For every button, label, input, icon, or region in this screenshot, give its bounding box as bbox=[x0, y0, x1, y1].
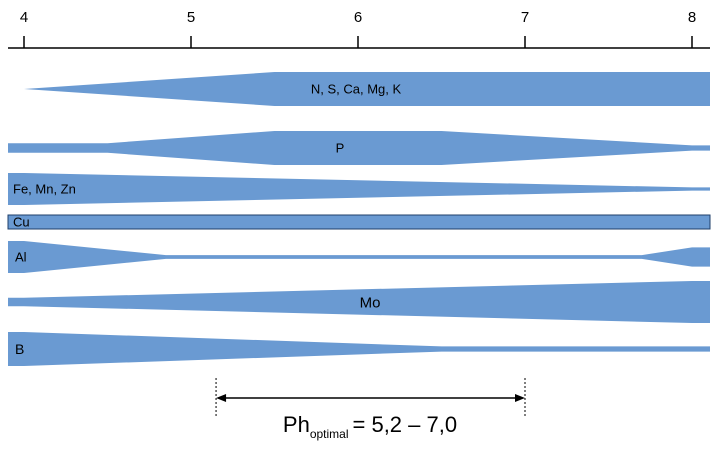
band-cu bbox=[8, 215, 710, 229]
band-label-cu: Cu bbox=[13, 215, 30, 230]
band-cu-outline bbox=[7, 214, 711, 230]
ph-tick-label: 7 bbox=[521, 9, 529, 26]
nutrient-bands: N, S, Ca, Mg, K P Fe, Mn, Zn Cu Al Mo B bbox=[7, 72, 711, 366]
caption-subscript: optimal bbox=[310, 427, 349, 441]
ph-tick-label: 4 bbox=[20, 9, 28, 26]
band-al bbox=[8, 241, 710, 273]
ph-tick-label: 8 bbox=[688, 9, 696, 26]
band-label-fe-mn-zn: Fe, Mn, Zn bbox=[13, 182, 76, 197]
band-label-b: B bbox=[15, 341, 24, 357]
band-fe-mn-zn bbox=[8, 173, 710, 205]
caption-range: = 5,2 – 7,0 bbox=[353, 412, 458, 437]
band-label-p: P bbox=[336, 141, 345, 156]
band-b bbox=[8, 332, 710, 366]
band-label-n-s-ca-mg-k: N, S, Ca, Mg, K bbox=[311, 82, 402, 97]
optimal-caption: Phoptimal = 5,2 – 7,0 bbox=[283, 412, 457, 441]
arrowhead-right-icon bbox=[515, 394, 525, 402]
arrowhead-left-icon bbox=[216, 394, 227, 402]
band-mo bbox=[8, 281, 710, 323]
band-label-al: Al bbox=[15, 250, 27, 265]
caption-ph: Ph bbox=[283, 412, 310, 437]
band-label-mo: Mo bbox=[360, 294, 381, 311]
ph-scale: 4 5 6 7 8 bbox=[8, 9, 710, 49]
ph-tick-label: 6 bbox=[354, 9, 362, 26]
band-p bbox=[8, 131, 710, 165]
optimal-range: Phoptimal = 5,2 – 7,0 bbox=[215, 378, 526, 441]
band-n-s-ca-mg-k bbox=[8, 72, 710, 106]
ph-tick-label: 5 bbox=[187, 9, 195, 26]
